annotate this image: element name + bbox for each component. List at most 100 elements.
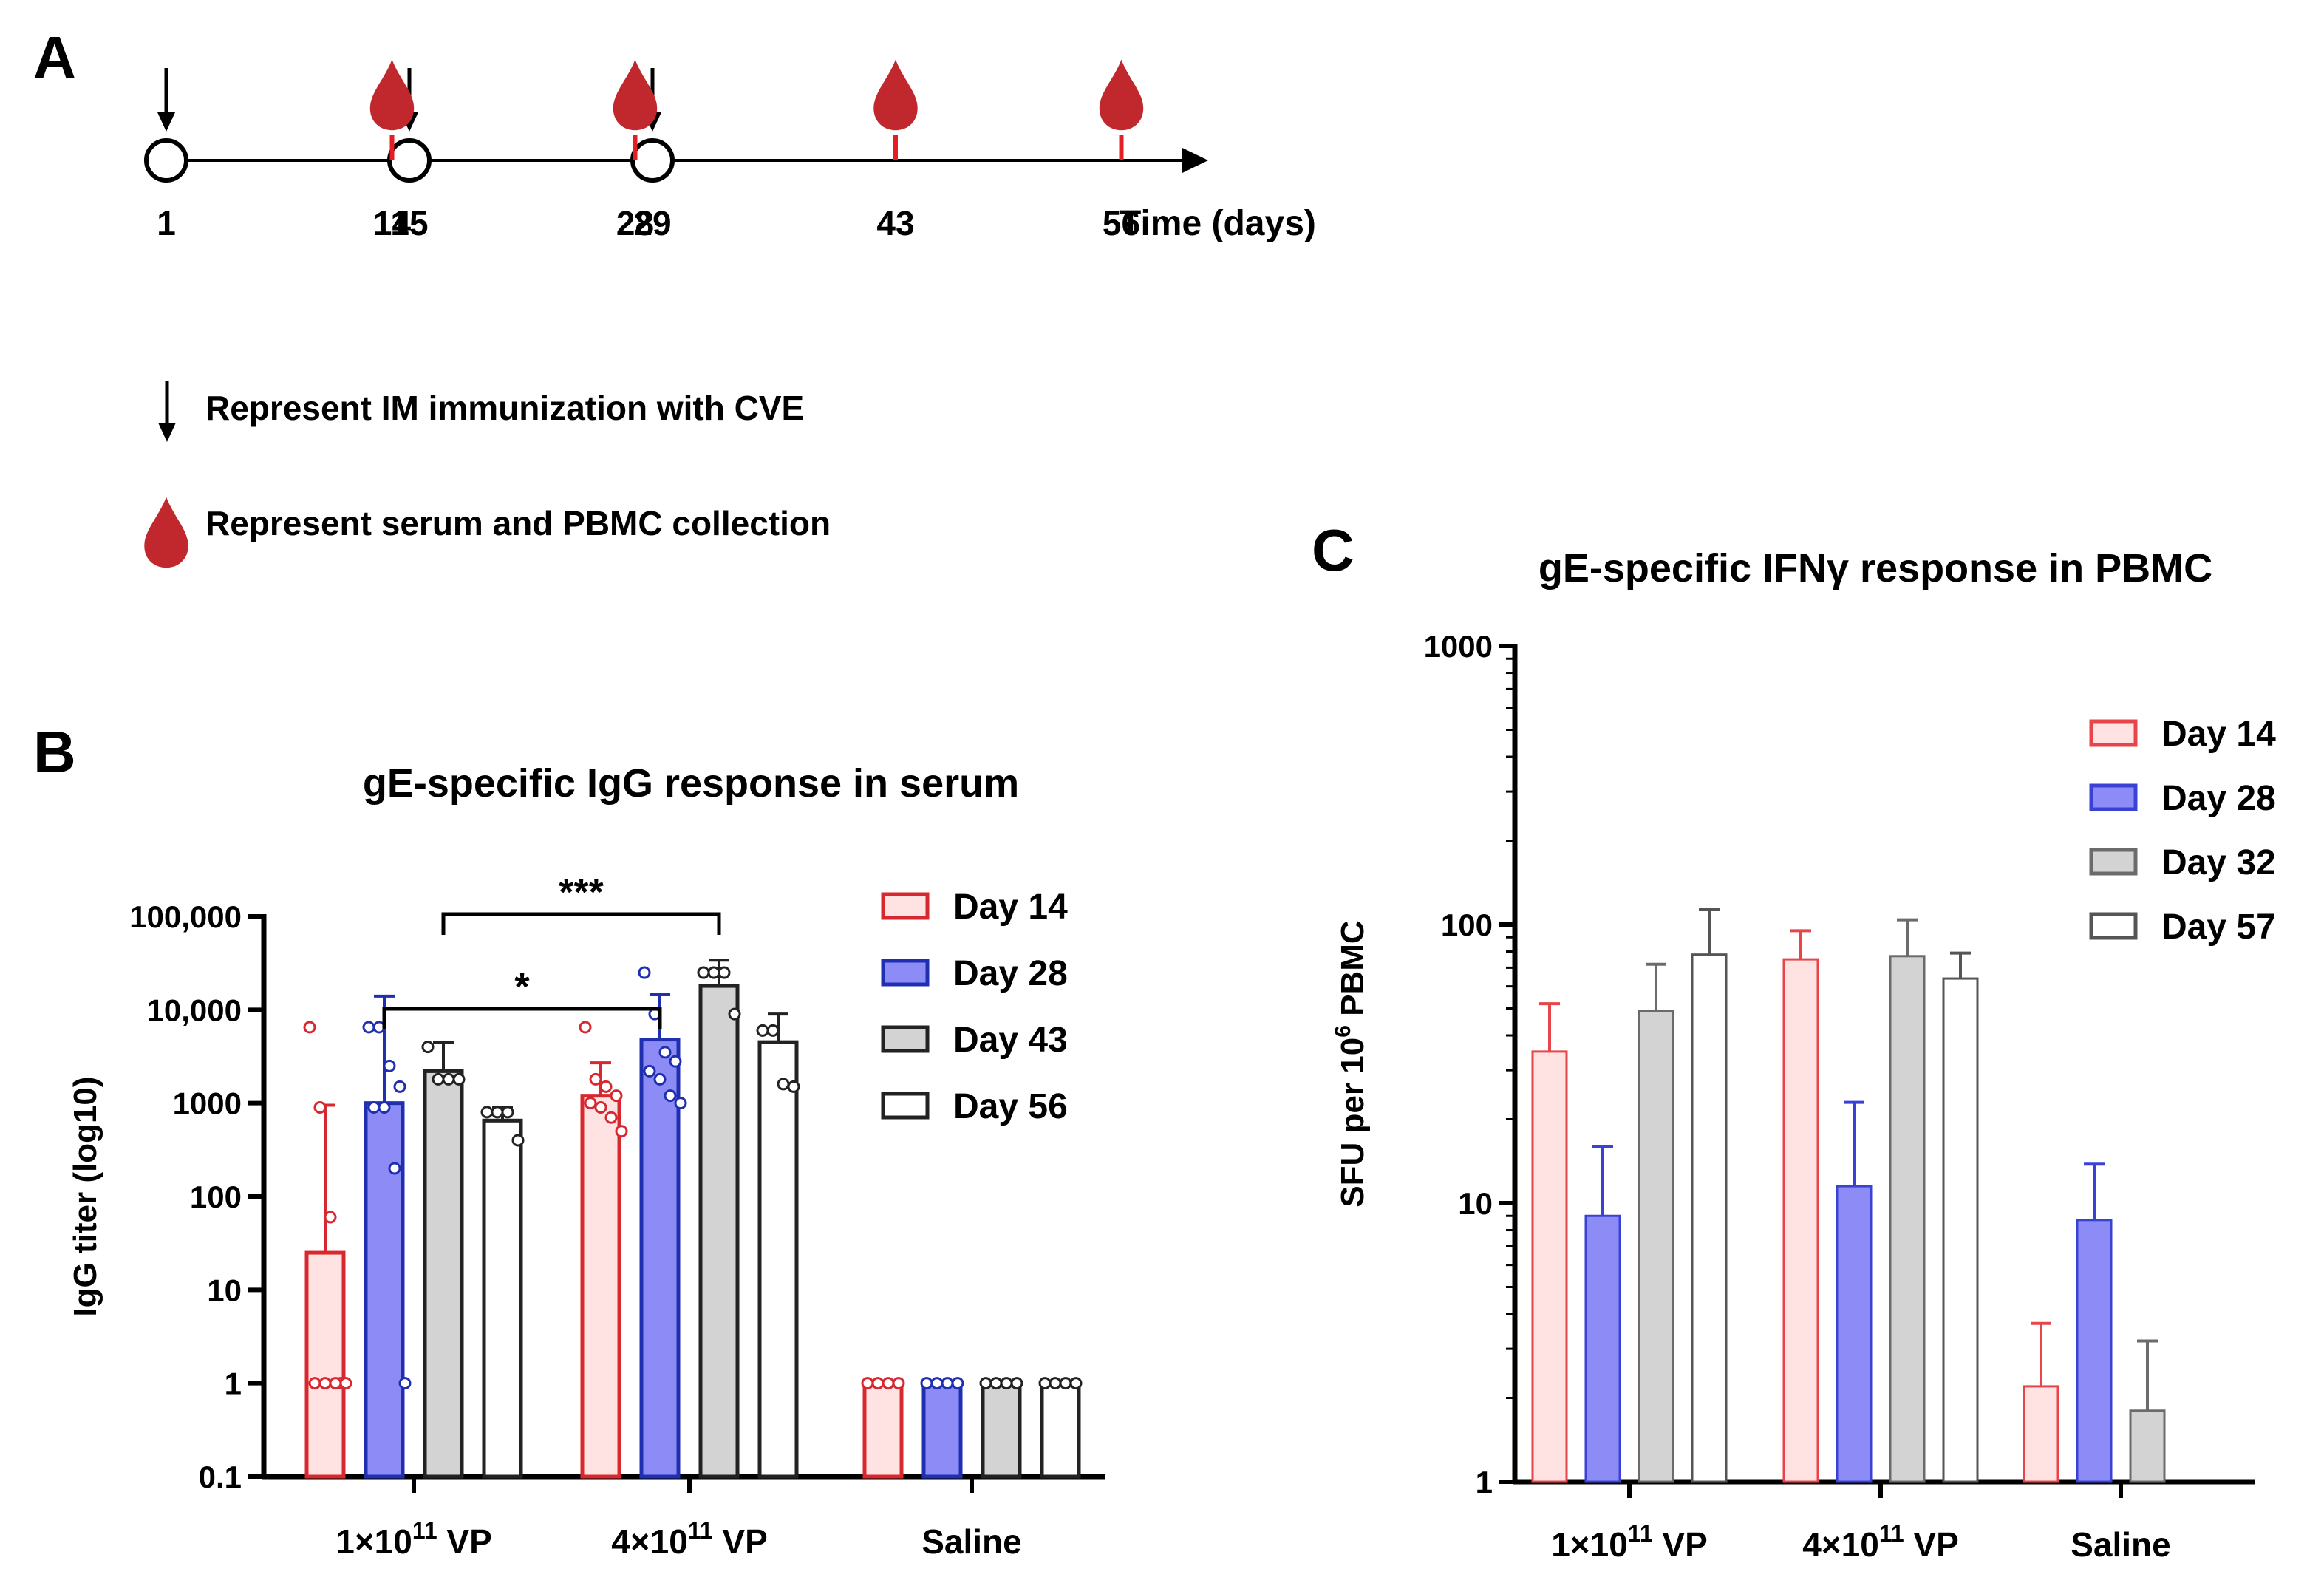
data-point bbox=[329, 1377, 342, 1390]
legend-swatch bbox=[2089, 783, 2138, 811]
y-axis-label: SFU per 106 PBMC bbox=[1331, 920, 1371, 1207]
data-point bbox=[599, 1080, 613, 1093]
y-tick-label: 100 bbox=[1441, 908, 1493, 942]
bar bbox=[1531, 1050, 1568, 1483]
blood-drop-icon bbox=[1099, 59, 1144, 131]
legend-swatch bbox=[881, 1092, 930, 1120]
immunization-circle bbox=[630, 138, 675, 183]
bar bbox=[639, 1038, 681, 1479]
data-point bbox=[1000, 1377, 1013, 1390]
data-point bbox=[378, 1100, 391, 1114]
legend-immunization: Represent IM immunization with CVE bbox=[158, 381, 804, 442]
category-label-suffix: VP bbox=[713, 1522, 768, 1561]
y-tick-label: 1000 bbox=[1424, 629, 1493, 664]
bar bbox=[1836, 1185, 1873, 1483]
legend-label: Day 56 bbox=[953, 1087, 1068, 1126]
legend-label: Day 28 bbox=[2161, 779, 2276, 818]
bar bbox=[1942, 977, 1979, 1483]
data-point bbox=[303, 1021, 316, 1034]
down-arrow-icon bbox=[157, 112, 175, 132]
timeline-arrowhead bbox=[1182, 148, 1208, 173]
data-point bbox=[697, 966, 710, 979]
data-point bbox=[308, 1377, 321, 1390]
y-tick-label: 100 bbox=[190, 1179, 242, 1214]
x-category-label: 4×1011 VP bbox=[1802, 1520, 1959, 1564]
category-label-sup: 11 bbox=[1628, 1520, 1653, 1547]
data-point bbox=[383, 1059, 396, 1072]
data-point bbox=[989, 1377, 1003, 1390]
data-point bbox=[318, 1377, 332, 1390]
data-point bbox=[388, 1162, 401, 1175]
data-point bbox=[339, 1377, 352, 1390]
data-point bbox=[766, 1024, 780, 1037]
y-tick-label: 10 bbox=[207, 1273, 242, 1307]
data-point bbox=[638, 966, 651, 979]
immunization-circle bbox=[387, 138, 432, 183]
immunization-circle bbox=[144, 138, 188, 183]
legend-collection: Represent serum and PBMC collection bbox=[144, 497, 831, 568]
data-point bbox=[511, 1134, 525, 1147]
panel-a-letter: A bbox=[33, 24, 76, 90]
data-point bbox=[452, 1072, 466, 1086]
data-point bbox=[604, 1111, 618, 1124]
timeline-day-label: 1 bbox=[157, 204, 176, 242]
data-point bbox=[1038, 1377, 1052, 1390]
significance-label: *** bbox=[559, 871, 604, 914]
data-point bbox=[707, 966, 720, 979]
data-point bbox=[871, 1377, 885, 1390]
bar bbox=[2129, 1409, 2166, 1483]
significance-bracket bbox=[382, 1007, 662, 1029]
category-label-base: 4×10 bbox=[611, 1522, 688, 1561]
data-point bbox=[579, 1021, 592, 1034]
y-tick-label: 1 bbox=[1476, 1465, 1493, 1499]
data-point bbox=[979, 1377, 992, 1390]
data-point bbox=[610, 1089, 623, 1103]
data-point bbox=[1049, 1377, 1062, 1390]
legend-swatch bbox=[881, 959, 930, 987]
bar bbox=[423, 1069, 464, 1479]
panel-b: B gE-specific IgG response in serum 0.1 1… bbox=[33, 719, 1105, 1561]
data-point bbox=[669, 1055, 682, 1068]
blood-drop-icon bbox=[369, 59, 415, 131]
bar bbox=[304, 1250, 346, 1479]
blood-drop-icon bbox=[873, 59, 918, 131]
y-axis-label-base: SFU per 10 bbox=[1335, 1038, 1371, 1208]
bar bbox=[1638, 1010, 1674, 1483]
y-tick-label: 10 bbox=[1458, 1186, 1493, 1221]
data-point bbox=[615, 1125, 628, 1138]
timeline-day-label: 14 bbox=[373, 204, 412, 242]
data-point bbox=[930, 1377, 944, 1390]
legend-swatch bbox=[2089, 719, 2138, 747]
data-point bbox=[777, 1078, 790, 1091]
bar bbox=[1040, 1381, 1081, 1479]
data-point bbox=[653, 1072, 667, 1086]
y-axis-label-sup: 6 bbox=[1331, 1025, 1355, 1038]
timeline-day-label: 15 bbox=[390, 204, 428, 242]
x-category-label: 4×1011 VP bbox=[611, 1517, 768, 1561]
data-point bbox=[920, 1377, 933, 1390]
y-tick-label: 1 bbox=[225, 1366, 242, 1401]
data-point bbox=[594, 1100, 607, 1114]
legend-label: Day 14 bbox=[2161, 715, 2276, 754]
blood-drop-icon bbox=[613, 59, 658, 131]
timeline-day-label: 29 bbox=[633, 204, 671, 242]
legend-label: Day 57 bbox=[2161, 908, 2276, 947]
x-category-label: Saline bbox=[2071, 1525, 2171, 1564]
category-label-suffix: VP bbox=[1653, 1525, 1708, 1564]
bar bbox=[921, 1381, 963, 1479]
legend-swatch bbox=[2089, 848, 2138, 876]
data-point bbox=[393, 1080, 406, 1093]
bar bbox=[757, 1040, 799, 1479]
category-label-base: Saline bbox=[921, 1522, 1022, 1561]
x-category-label: 1×1011 VP bbox=[335, 1517, 492, 1561]
y-tick-label: 1000 bbox=[173, 1086, 242, 1121]
timeline-axis-label: Time (days) bbox=[1120, 204, 1316, 243]
data-point bbox=[324, 1211, 337, 1224]
data-point bbox=[1069, 1377, 1083, 1390]
bar bbox=[1584, 1214, 1621, 1483]
data-point bbox=[718, 966, 731, 979]
data-point bbox=[367, 1100, 381, 1114]
data-point bbox=[892, 1377, 905, 1390]
category-label-sup: 11 bbox=[412, 1517, 437, 1544]
data-point bbox=[398, 1377, 412, 1390]
